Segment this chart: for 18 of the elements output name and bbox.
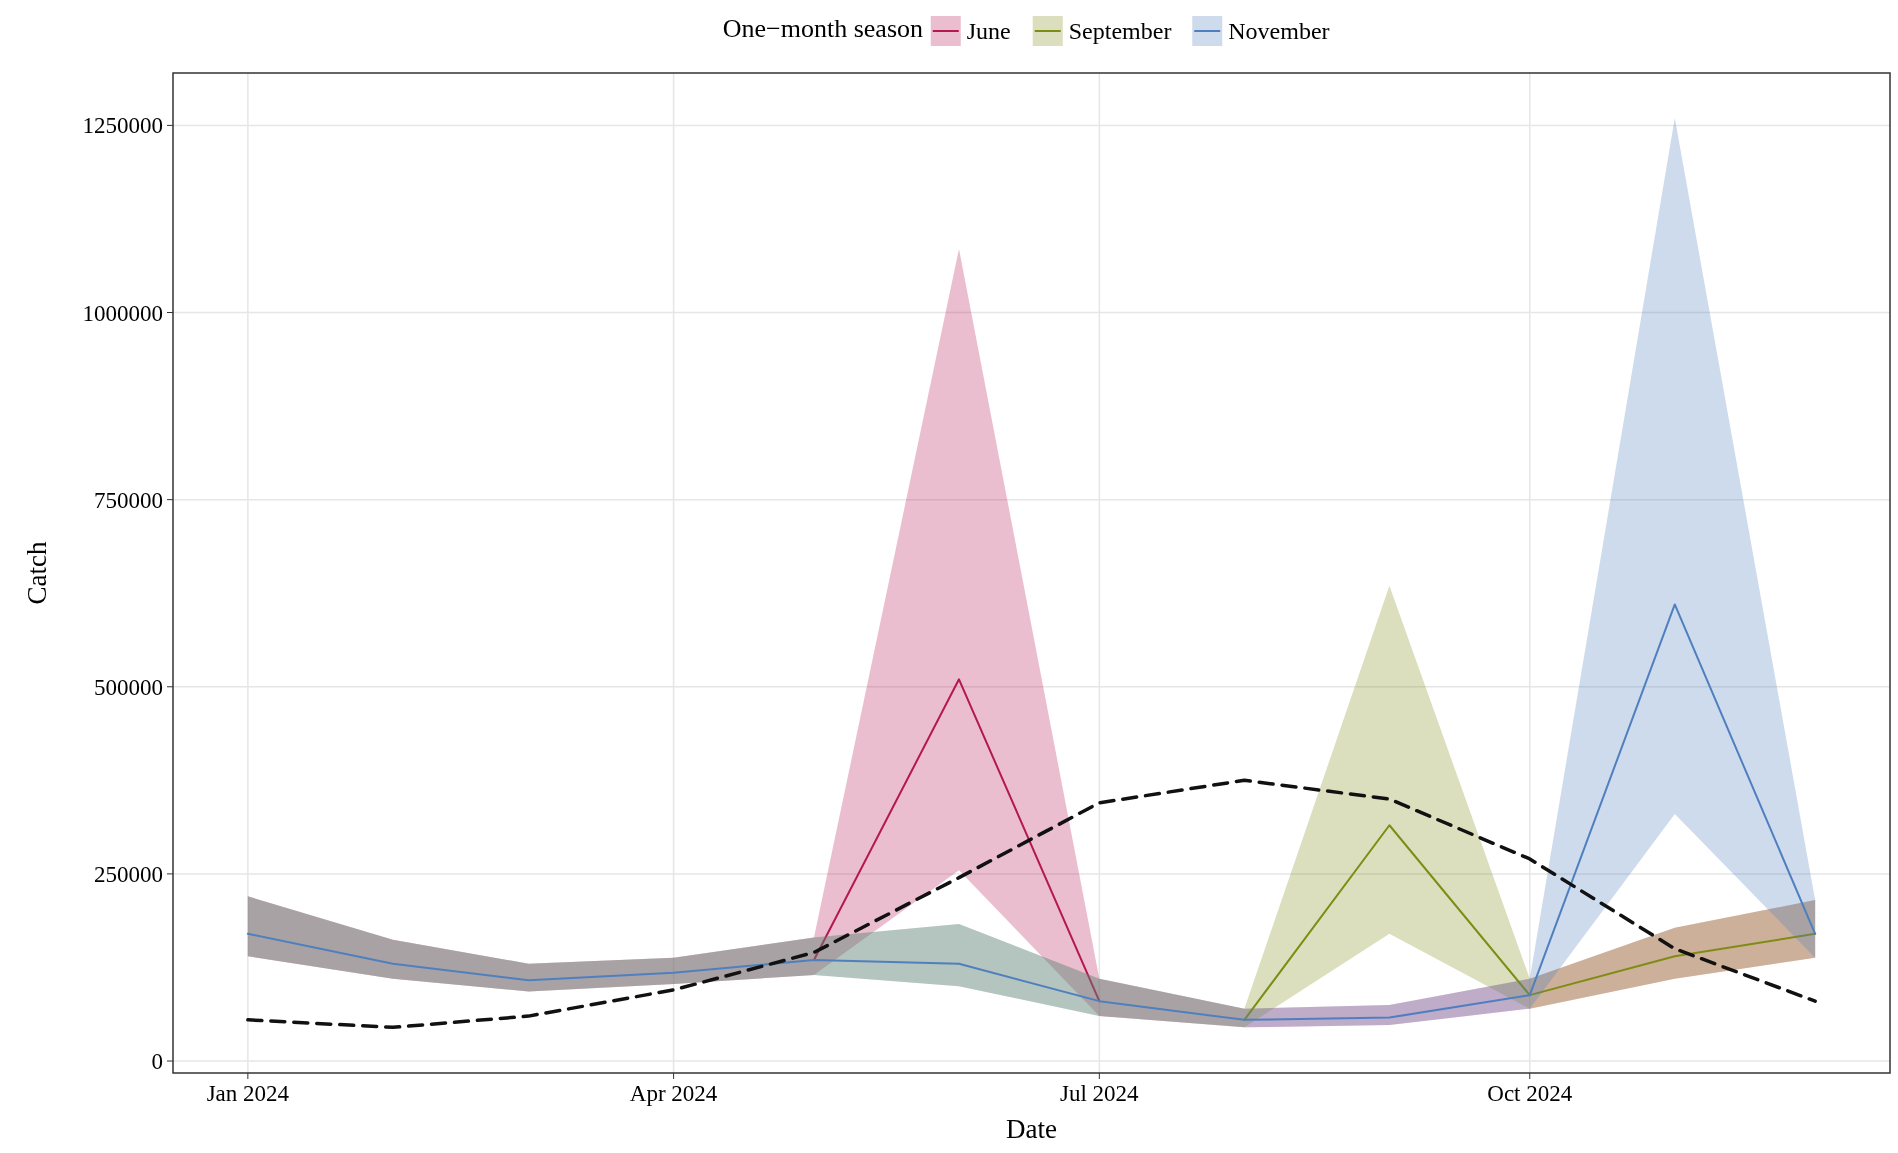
y-tick-label: 1000000 — [82, 300, 163, 326]
x-tick-label: Jul 2024 — [1060, 1081, 1140, 1106]
y-tick-label: 500000 — [94, 674, 163, 700]
y-axis-title: Catch — [22, 541, 52, 605]
legend-label: June — [966, 18, 1011, 44]
y-tick-label: 0 — [151, 1049, 163, 1075]
line-series — [246, 778, 1817, 1030]
x-axis-title: Date — [1006, 1114, 1057, 1144]
legend-label: November — [1228, 18, 1330, 44]
x-tick-label: Oct 2024 — [1487, 1081, 1573, 1106]
x-tick-label: Jan 2024 — [206, 1081, 290, 1106]
legend-label: September — [1068, 18, 1172, 44]
y-tick-label: 1250000 — [82, 113, 163, 139]
line-series — [1243, 824, 1817, 1021]
y-tick-label: 250000 — [94, 861, 163, 887]
y-tick-label: 750000 — [94, 487, 163, 513]
x-tick-label: Apr 2024 — [629, 1081, 718, 1106]
legend-title: One−month season — [722, 14, 923, 43]
